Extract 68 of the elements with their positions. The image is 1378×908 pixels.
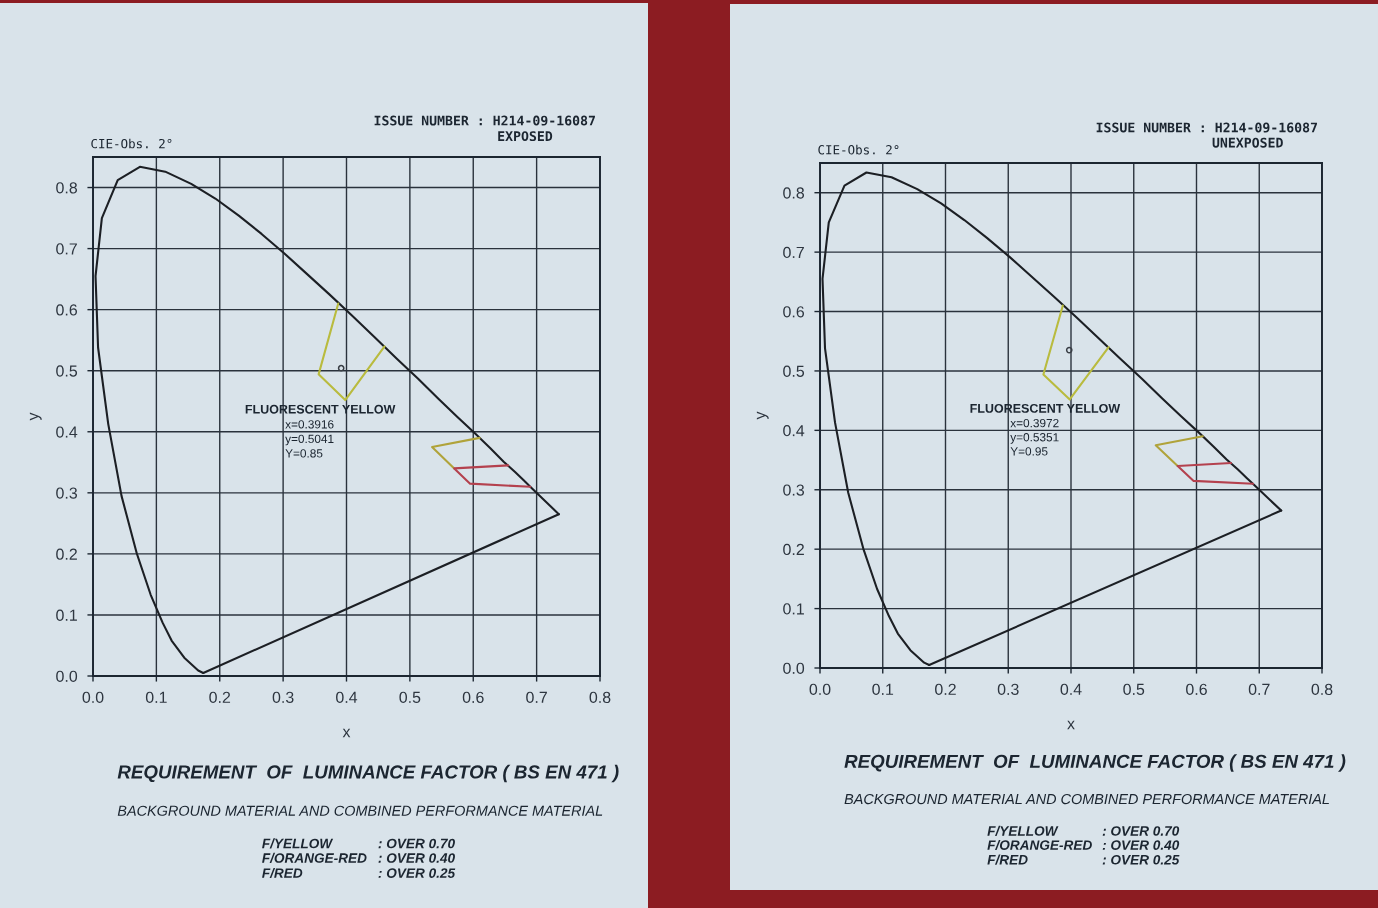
y-tick-label: 0.0: [783, 662, 805, 674]
x-tick-label: 0.0: [809, 683, 831, 696]
y-tick-label: 0.6: [783, 306, 805, 318]
y-tick-label: 0.5: [783, 365, 805, 377]
text: F/ORANGE-RED: [987, 839, 1092, 851]
y-tick-label: 0.3: [783, 484, 805, 496]
text: F/RED: [262, 867, 303, 879]
x-tick-label: 0.8: [589, 691, 611, 704]
x-tick-label: 0.2: [935, 683, 956, 696]
text: : OVER 0.70: [378, 838, 455, 849]
text: : OVER 0.25: [1102, 854, 1180, 865]
x-tick-label: 0.5: [1123, 683, 1145, 696]
y-tick-label: 0.8: [56, 182, 78, 194]
y-tick-label: 0.2: [783, 543, 804, 556]
x-tick-label: 0.4: [336, 691, 358, 704]
x-tick-label: 0.5: [399, 691, 421, 704]
text: F/ORANGE-RED: [262, 852, 367, 863]
text: UNEXPOSED: [1212, 137, 1283, 148]
x-tick-label: 0.6: [462, 691, 484, 704]
y-axis-title: y: [29, 412, 42, 421]
annotation: x=0.3916: [285, 420, 334, 429]
x-tick-label: 0.7: [1248, 683, 1270, 696]
y-tick-label: 0.6: [56, 304, 78, 316]
x-tick-label: 0.3: [997, 683, 1019, 696]
text: : OVER 0.25: [378, 868, 456, 878]
text: ISSUE NUMBER : H214-09-16087: [374, 115, 595, 126]
y-tick-label: 0.1: [783, 603, 804, 615]
text: CIE-Obs. 2°: [91, 138, 172, 149]
text: : OVER 0.70: [1102, 826, 1180, 836]
text: : OVER 0.40: [1102, 840, 1180, 850]
y-tick-label: 0.7: [783, 246, 804, 259]
x-axis-title: x: [342, 728, 351, 738]
y-tick-label: 0.4: [783, 424, 805, 437]
text: REQUIREMENT OF LUMINANCE FACTOR ( BS EN 471 ): [117, 764, 619, 783]
y-tick-label: 0.2: [56, 548, 77, 560]
x-tick-label: 0.0: [82, 691, 104, 704]
text: BACKGROUND MATERIAL AND COMBINED PERFORMANCE MATERIAL: [117, 805, 603, 816]
x-tick-label: 0.8: [1311, 683, 1333, 696]
y-tick-label: 0.5: [56, 365, 78, 377]
text: REQUIREMENT OF LUMINANCE FACTOR ( BS EN 471 ): [844, 754, 1346, 772]
text: EXPOSED: [498, 131, 553, 142]
text: : OVER 0.40: [378, 853, 455, 863]
x-axis-title: x: [1067, 720, 1075, 730]
x-tick-label: 0.6: [1186, 683, 1207, 696]
x-tick-label: 0.1: [872, 683, 894, 696]
annotation: y=0.5351: [1010, 433, 1059, 444]
x-tick-label: 0.7: [526, 691, 547, 704]
text: CIE-Obs. 2°: [818, 144, 899, 155]
annotation: y=0.5041: [285, 434, 334, 446]
y-axis-title: y: [756, 411, 769, 420]
text: F/RED: [987, 854, 1028, 865]
x-tick-label: 0.3: [272, 691, 294, 704]
x-tick-label: 0.4: [1060, 683, 1082, 696]
annotation: Y=0.85: [285, 449, 323, 458]
y-tick-label: 0.0: [56, 670, 78, 682]
text: ISSUE NUMBER : H214-09-16087: [1096, 122, 1317, 133]
annotation: x=0.3972: [1010, 418, 1059, 428]
text: BACKGROUND MATERIAL AND COMBINED PERFORMANCE MATERIAL: [844, 793, 1329, 805]
y-tick-label: 0.7: [56, 243, 77, 255]
annotation: Y=0.95: [1010, 447, 1048, 456]
x-tick-label: 0.1: [145, 691, 167, 704]
x-tick-label: 0.2: [209, 691, 231, 704]
y-tick-label: 0.1: [56, 609, 77, 621]
y-tick-label: 0.8: [783, 187, 805, 199]
y-tick-label: 0.3: [56, 487, 78, 499]
text: F/YELLOW: [987, 825, 1059, 836]
y-tick-label: 0.4: [56, 426, 78, 438]
text: F/YELLOW: [262, 838, 334, 849]
